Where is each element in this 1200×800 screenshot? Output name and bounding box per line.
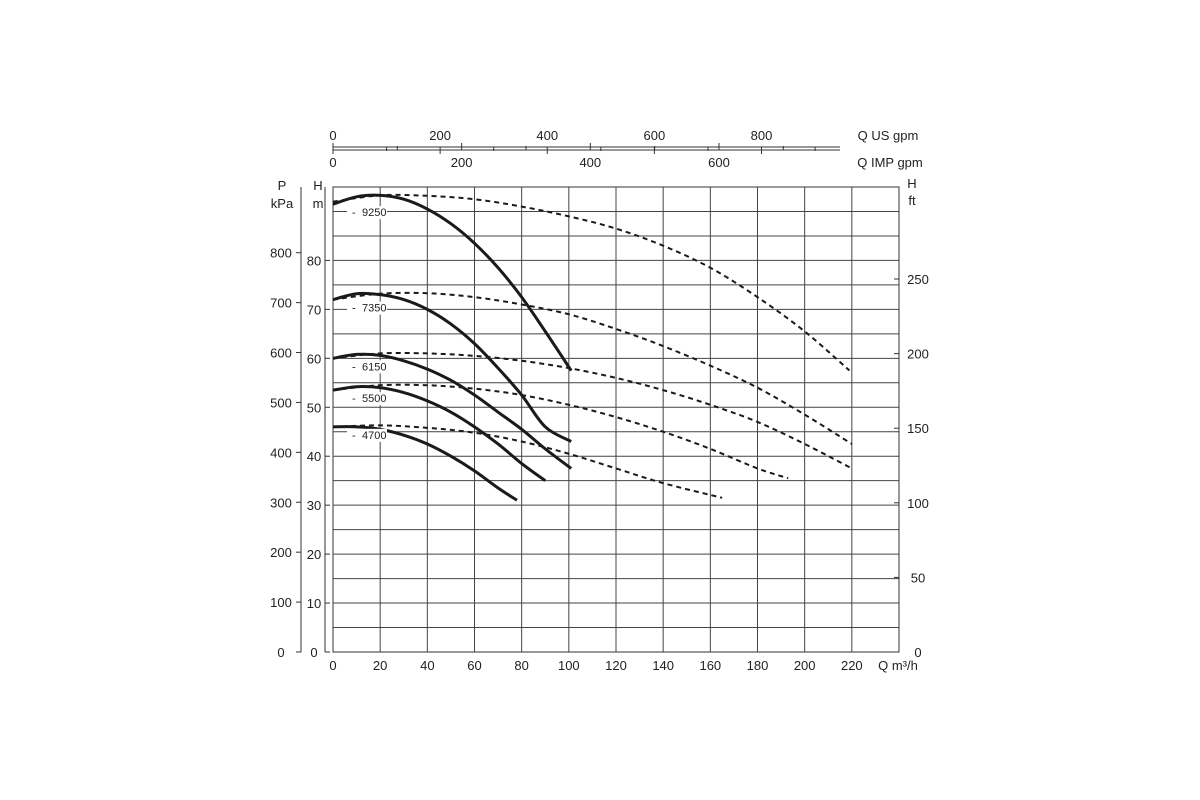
speed-label-dash: -: [352, 393, 356, 405]
curve-4700-solid: [332, 425, 518, 502]
y-tick-label-ft: 250: [907, 272, 929, 287]
speed-label-6150: 6150: [362, 361, 386, 373]
x-tick-label-imp: 200: [451, 155, 473, 170]
y-tick-label-m: 10: [307, 596, 321, 611]
x-tick-label: 200: [794, 658, 816, 673]
curve-9250-solid: [332, 193, 573, 372]
x-axis-us-title: Q US gpm: [858, 128, 919, 143]
x-axis-imp-title: Q IMP gpm: [857, 155, 923, 170]
x-tick-label-us: 800: [751, 128, 773, 143]
y-tick-label-m: 80: [307, 253, 321, 268]
y-tick-label-kpa: 700: [270, 296, 292, 311]
y-axis-kpa-title: P: [278, 178, 287, 193]
y-tick-label-kpa: 100: [270, 595, 292, 610]
y-tick-label-m: 0: [310, 645, 317, 660]
x-tick-label-imp: 0: [329, 155, 336, 170]
x-tick-label: 180: [747, 658, 769, 673]
speed-label-dash: -: [352, 430, 356, 442]
y-tick-label-m: 70: [307, 302, 321, 317]
speed-label-4700: 4700: [362, 430, 386, 442]
speed-label-dash: -: [352, 361, 356, 373]
y-tick-label-kpa: 0: [277, 645, 284, 660]
y-tick-label-kpa: 200: [270, 545, 292, 560]
speed-label-bg-7350: [347, 301, 387, 315]
x-tick-label-imp: 600: [708, 155, 730, 170]
curve-9250-dashed: [332, 193, 851, 372]
y-axis-kpa-unit: kPa: [271, 196, 294, 211]
x-tick-label: 160: [699, 658, 721, 673]
y-tick-label-ft: 100: [907, 496, 929, 511]
y-tick-label-m: 50: [307, 400, 321, 415]
y-tick-label-kpa: 600: [270, 346, 292, 361]
speed-label-9250: 9250: [362, 207, 386, 219]
x-tick-label: 140: [652, 658, 674, 673]
x-tick-label: 0: [329, 658, 336, 673]
x-axis-label: Q m³/h: [878, 658, 918, 673]
x-tick-label: 100: [558, 658, 580, 673]
speed-label-bg-5500: [347, 392, 387, 406]
curve-7350-dashed: [332, 291, 853, 445]
x-tick-label: 60: [467, 658, 481, 673]
curve-5500-solid: [332, 385, 547, 482]
speed-label-bg-4700: [347, 428, 387, 442]
x-tick-label-us: 200: [429, 128, 451, 143]
series-curves: [332, 193, 853, 502]
speed-label-7350: 7350: [362, 303, 386, 315]
x-tick-label-us: 600: [644, 128, 666, 143]
y-axis-ft-unit: ft: [908, 193, 916, 208]
axes: 0 20 40 60 80 100 120 140 160 180 200 220 0 10 20 30 40 5…: [270, 128, 929, 673]
y-tick-label-kpa: 300: [270, 495, 292, 510]
x-tick-label-us: 0: [329, 128, 336, 143]
x-tick-label: 220: [841, 658, 863, 673]
x-tick-label: 120: [605, 658, 627, 673]
speed-label-bg-9250: [347, 206, 387, 220]
y-tick-label-ft: 150: [907, 421, 929, 436]
y-tick-label-m: 30: [307, 498, 321, 513]
speed-label-5500: 5500: [362, 393, 386, 405]
y-axis-ft-title: H: [907, 176, 916, 191]
curve-5500-dashed: [332, 383, 789, 480]
y-axis-m-unit: m: [313, 196, 324, 211]
y-tick-label-kpa: 400: [270, 445, 292, 460]
y-tick-label-kpa: 800: [270, 246, 292, 261]
y-tick-label-m: 20: [307, 547, 321, 562]
curve-6150-dashed: [332, 351, 853, 470]
grid: [332, 186, 900, 653]
y-tick-label-m: 40: [307, 449, 321, 464]
y-tick-label-m: 60: [307, 351, 321, 366]
speed-label-bg-6150: [347, 360, 387, 374]
x-tick-label-us: 400: [536, 128, 558, 143]
x-tick-label: 40: [420, 658, 434, 673]
y-tick-label-ft: 200: [907, 347, 929, 362]
y-tick-label-ft: 50: [911, 570, 925, 585]
x-tick-label: 80: [514, 658, 528, 673]
x-tick-label-imp: 400: [579, 155, 601, 170]
y-tick-label-kpa: 500: [270, 395, 292, 410]
curve-4700-dashed: [332, 424, 723, 499]
y-axis-m-title: H: [313, 178, 322, 193]
speed-label-dash: -: [352, 207, 356, 219]
x-tick-label: 20: [373, 658, 387, 673]
y-tick-label-ft: 0: [914, 645, 921, 660]
speed-label-dash: -: [352, 303, 356, 315]
